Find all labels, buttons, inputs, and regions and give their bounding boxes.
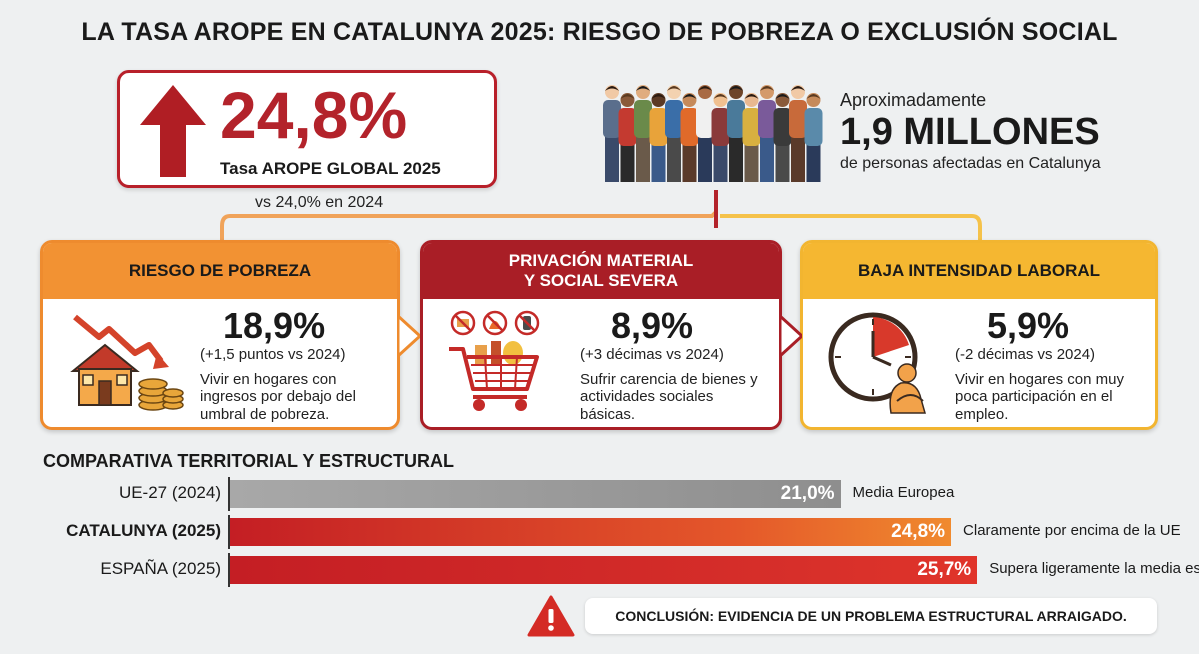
people-group-icon — [603, 85, 823, 182]
card-riesgo-pobreza-heading: RIESGO DE POBREZA — [43, 243, 397, 299]
person-figure — [649, 93, 668, 182]
person-figure — [696, 85, 714, 182]
bar: 21,0% — [230, 480, 841, 508]
arope-global-label: Tasa AROPE GLOBAL 2025 — [220, 159, 441, 178]
card-riesgo-pobreza: RIESGO DE POBREZA 18,9% (+1,5 puntos vs … — [40, 240, 400, 430]
axis-line — [228, 477, 230, 511]
chevron-right-icon — [780, 316, 802, 356]
privacion-value: 8,9% — [611, 305, 694, 346]
bar-category-label: UE-27 (2024) — [118, 483, 221, 502]
card-baja-intensidad-heading: BAJA INTENSIDAD LABORAL — [803, 243, 1155, 299]
people-approx-label: Aproximadamente — [840, 90, 987, 110]
card-privacion-heading-line1: PRIVACIÓN MATERIAL — [508, 250, 694, 270]
person-figure — [711, 93, 730, 182]
bar-row: ESPAÑA (2025) 25,7% Supera ligeramente la … — [0, 553, 1199, 587]
riesgo-pobreza-value: 18,9% — [223, 305, 326, 346]
chevron-right-icon — [398, 316, 420, 356]
bar: 24,8% — [230, 518, 952, 546]
bar-value-label: 25,7% — [917, 559, 972, 580]
arope-global-value: 24,8% — [220, 78, 408, 152]
baja-intensidad-delta: (-2 décimas vs 2024) — [955, 346, 1096, 363]
conclusion-box: CONCLUSIÓN: EVIDENCIA DE UN PROBLEMA EST… — [585, 598, 1157, 634]
card-baja-intensidad: BAJA INTENSIDAD LABORAL 5,9% (-2 décimas… — [800, 240, 1158, 430]
bar-row: UE-27 (2024) 21,0% Media Europea — [0, 477, 1199, 511]
shopping-cart-icon — [449, 310, 540, 411]
arope-previous-year: vs 24,0% en 2024 — [255, 194, 384, 211]
person-figure — [634, 85, 652, 182]
person-figure — [680, 93, 699, 182]
arope-global-box: 24,8% Tasa AROPE GLOBAL 2025 — [117, 70, 497, 188]
card-privacion-heading-line2: Y SOCIAL SEVERA — [523, 271, 679, 290]
bar-annotation: Claramente por encima de la UE — [963, 522, 1181, 539]
axis-line — [228, 553, 230, 587]
person-figure — [758, 85, 776, 182]
privacion-desc: Sufrir carencia de bienes y actividades … — [580, 371, 758, 423]
person-figure — [773, 93, 792, 182]
people-affected: Aproximadamente 1,9 MILLONES de personas… — [840, 90, 1101, 173]
person-figure — [742, 93, 761, 182]
person-figure — [804, 93, 823, 182]
bar-category-label: ESPAÑA (2025) — [100, 559, 221, 578]
people-count: 1,9 MILLONES — [840, 111, 1100, 153]
person-figure — [727, 85, 745, 182]
bar: 25,7% — [230, 556, 978, 584]
riesgo-pobreza-desc: Vivir en hogares con ingresos por debajo… — [200, 371, 356, 423]
warning-icon — [527, 595, 575, 637]
people-subtitle: de personas afectadas en Catalunya — [840, 154, 1101, 172]
privacion-delta: (+3 décimas vs 2024) — [580, 346, 724, 363]
bar-annotation: Supera ligeramente la media española — [989, 560, 1199, 577]
clock-person-icon — [828, 312, 926, 414]
arrow-up-icon — [140, 85, 206, 177]
card-privacion-material: PRIVACIÓN MATERIAL Y SOCIAL SEVERA 8,9% … — [420, 240, 782, 430]
riesgo-pobreza-delta: (+1,5 puntos vs 2024) — [200, 346, 346, 363]
bar-value-label: 21,0% — [780, 483, 835, 504]
bar-annotation: Media Europea — [852, 484, 955, 501]
bar-row: CATALUNYA (2025) 24,8% Claramente por enci… — [0, 515, 1199, 549]
card-privacion-heading: PRIVACIÓN MATERIAL Y SOCIAL SEVERA — [423, 243, 779, 299]
chart-title: COMPARATIVA TERRITORIAL Y ESTRUCTURAL — [43, 451, 455, 471]
axis-line — [228, 515, 230, 549]
person-figure — [618, 93, 637, 182]
baja-intensidad-value: 5,9% — [987, 305, 1070, 346]
bar-value-label: 24,8% — [891, 521, 946, 542]
page-title: LA TASA AROPE EN CATALUNYA 2025: RIESGO … — [81, 18, 1118, 46]
person-figure — [665, 85, 683, 182]
bar-category-label: CATALUNYA (2025) — [66, 521, 221, 540]
person-figure — [789, 85, 807, 182]
baja-intensidad-desc: Vivir en hogares con muy poca participac… — [955, 371, 1124, 423]
house-coins-icon — [70, 314, 184, 411]
person-figure — [603, 85, 621, 182]
